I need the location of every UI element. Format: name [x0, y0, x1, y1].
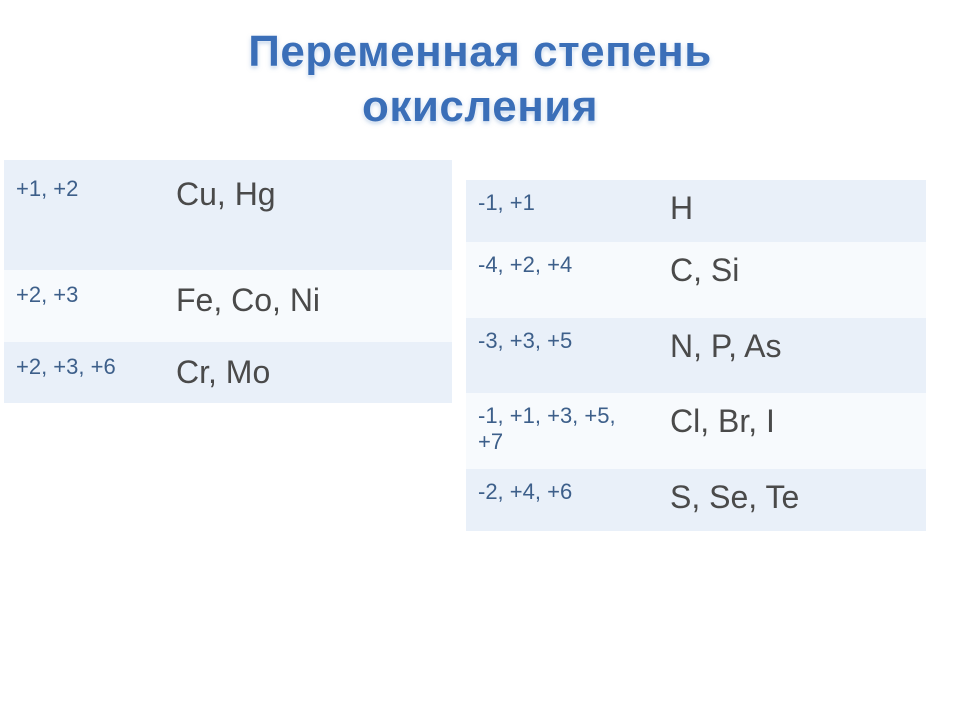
oxidation-states-cell: -3, +3, +5	[466, 318, 658, 394]
table-row: -1, +1, +3, +5, +7 Cl, Br, I	[466, 393, 926, 469]
oxidation-states-cell: -1, +1	[466, 180, 658, 242]
table-row: -1, +1 H	[466, 180, 926, 242]
elements-cell: S, Se, Te	[658, 469, 926, 531]
elements-cell: Fe, Co, Ni	[164, 270, 452, 342]
tables-container: +1, +2 Cu, Hg +2, +3 Fe, Co, Ni +2, +3, …	[0, 154, 960, 531]
oxidation-states-cell: +2, +3	[4, 270, 164, 342]
table-row: +1, +2 Cu, Hg	[4, 160, 452, 270]
table-row: +2, +3, +6 Cr, Mo	[4, 342, 452, 404]
elements-cell: Cu, Hg	[164, 160, 452, 270]
table-row: -3, +3, +5 N, P, As	[466, 318, 926, 394]
left-oxidation-table: +1, +2 Cu, Hg +2, +3 Fe, Co, Ni +2, +3, …	[4, 160, 452, 403]
table-row: +2, +3 Fe, Co, Ni	[4, 270, 452, 342]
elements-cell: Cl, Br, I	[658, 393, 926, 469]
oxidation-states-cell: -1, +1, +3, +5, +7	[466, 393, 658, 469]
elements-cell: Cr, Mo	[164, 342, 452, 404]
oxidation-states-cell: +1, +2	[4, 160, 164, 270]
oxidation-states-cell: +2, +3, +6	[4, 342, 164, 404]
table-row: -2, +4, +6 S, Se, Te	[466, 469, 926, 531]
slide: Переменная степень окисления +1, +2 Cu, …	[0, 0, 960, 720]
oxidation-states-cell: -4, +2, +4	[466, 242, 658, 318]
elements-cell: H	[658, 180, 926, 242]
title-block: Переменная степень окисления	[0, 0, 960, 154]
title-line-1: Переменная степень	[0, 24, 960, 79]
oxidation-states-cell: -2, +4, +6	[466, 469, 658, 531]
table-row: -4, +2, +4 C, Si	[466, 242, 926, 318]
title-line-2: окисления	[0, 79, 960, 134]
right-oxidation-table: -1, +1 H -4, +2, +4 C, Si -3, +3, +5 N, …	[466, 180, 926, 531]
elements-cell: C, Si	[658, 242, 926, 318]
elements-cell: N, P, As	[658, 318, 926, 394]
